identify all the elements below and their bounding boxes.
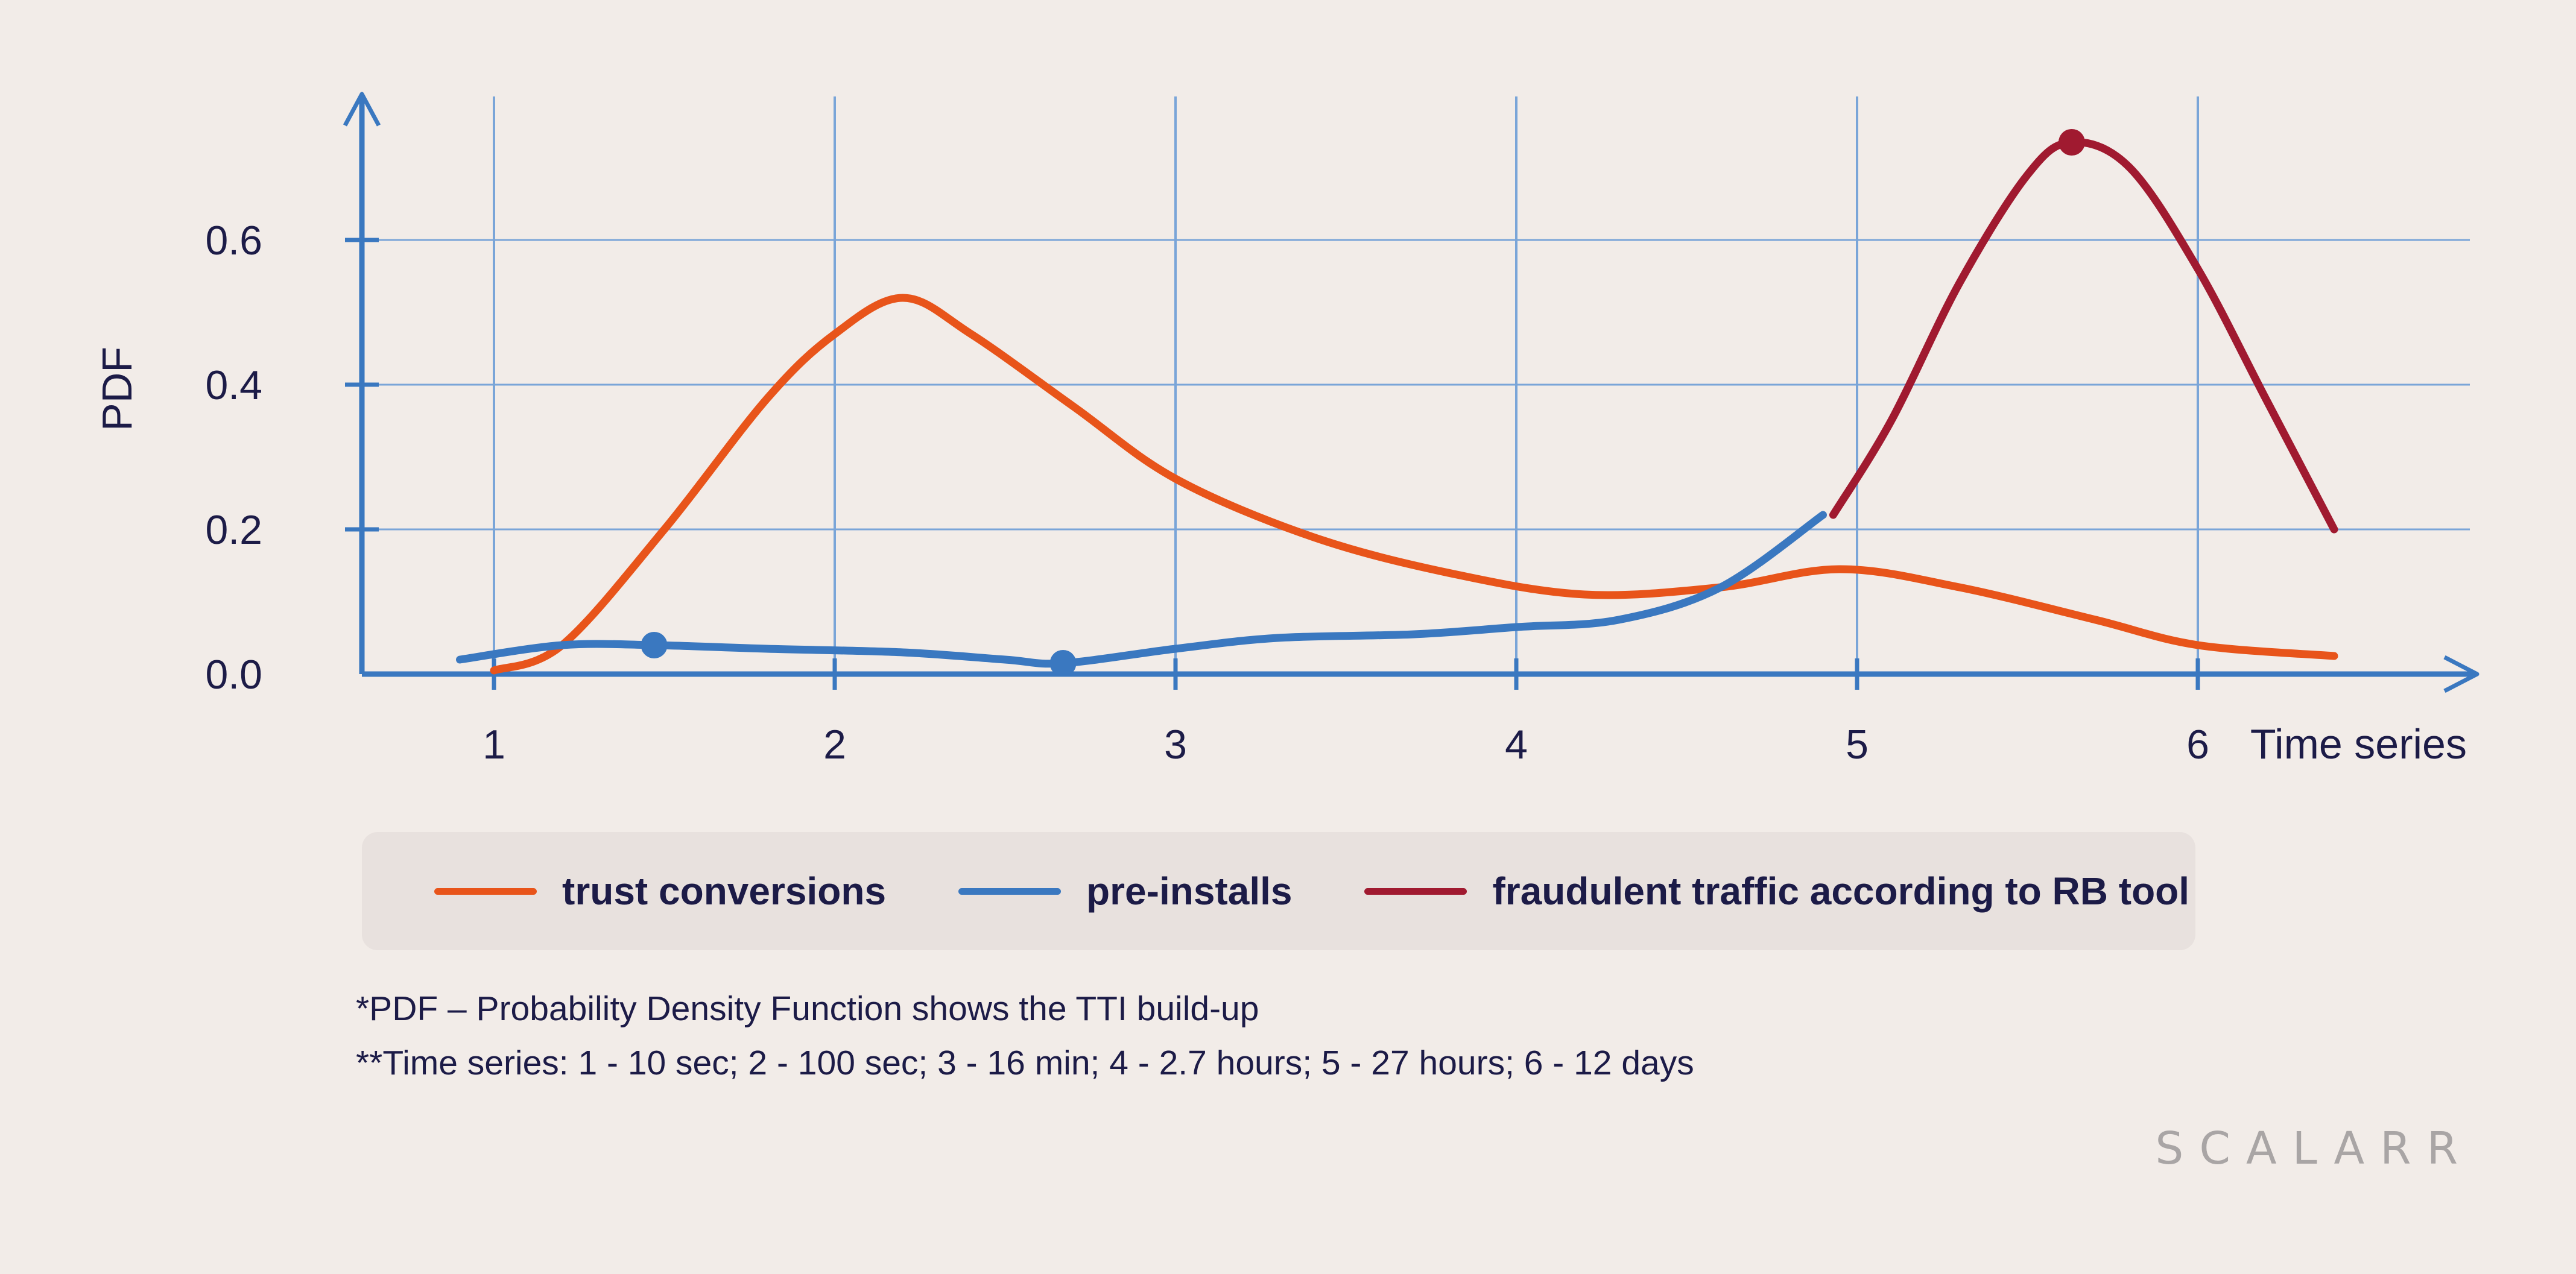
legend-swatch-fraudulent-traffic	[1364, 888, 1467, 895]
x-axis-arrow	[2443, 655, 2479, 693]
x-tick-label: 2	[823, 722, 846, 768]
legend-label: pre-installs	[1086, 869, 1293, 913]
grid-layer	[362, 96, 2470, 674]
chart-legend: trust conversions pre-installs fraudulen…	[362, 832, 2195, 950]
series-line-fraudulent-traffic-according-to-rb-tool	[1829, 138, 2338, 534]
legend-swatch-pre-installs	[958, 888, 1062, 895]
pdf-line-chart: 1 2 3 4 5 6 0.0 0.2 0.4 0.6 PDF Time series	[93, 92, 2479, 768]
x-tick-label: 4	[1505, 722, 1528, 768]
y-tick-label: 0.2	[205, 507, 262, 553]
legend-item-fraudulent-traffic: fraudulent traffic according to RB tool	[1364, 869, 2189, 913]
series-layer	[456, 129, 2338, 676]
footnote-pdf-definition: *PDF – Probability Density Function show…	[356, 989, 1259, 1028]
y-tick-label: 0.0	[205, 652, 262, 698]
series-point-pre-installs	[641, 632, 668, 658]
series-point-pre-installs	[1049, 650, 1077, 676]
y-axis-arrow	[343, 92, 381, 127]
series-line-pre-installs	[456, 511, 1827, 668]
y-tick-label: 0.6	[205, 218, 262, 263]
axes-layer	[343, 92, 2479, 693]
legend-label: fraudulent traffic according to RB tool	[1492, 869, 2190, 913]
series-line-trust-conversions	[490, 294, 2338, 675]
footnote-time-series: **Time series: 1 - 10 sec; 2 - 100 sec; …	[356, 1044, 1694, 1082]
x-tick-label: 5	[1846, 722, 1869, 768]
x-tick-label: 1	[483, 722, 505, 768]
legend-swatch-trust-conversions	[434, 888, 537, 895]
y-axis-title: PDF	[93, 347, 141, 431]
scalarr-logo: SCALARR	[2155, 1123, 2473, 1175]
series-point-fraudulent-traffic-according-to-rb-tool	[2058, 129, 2085, 156]
y-tick-label: 0.4	[205, 362, 262, 408]
legend-item-trust-conversions: trust conversions	[434, 869, 886, 913]
legend-item-pre-installs: pre-installs	[958, 869, 1292, 913]
labels-layer: 1 2 3 4 5 6 0.0 0.2 0.4 0.6	[205, 218, 2209, 768]
x-tick-label: 3	[1164, 722, 1187, 768]
legend-label: trust conversions	[562, 869, 887, 913]
x-axis-title: Time series	[2250, 721, 2467, 768]
x-tick-label: 6	[2186, 722, 2209, 768]
